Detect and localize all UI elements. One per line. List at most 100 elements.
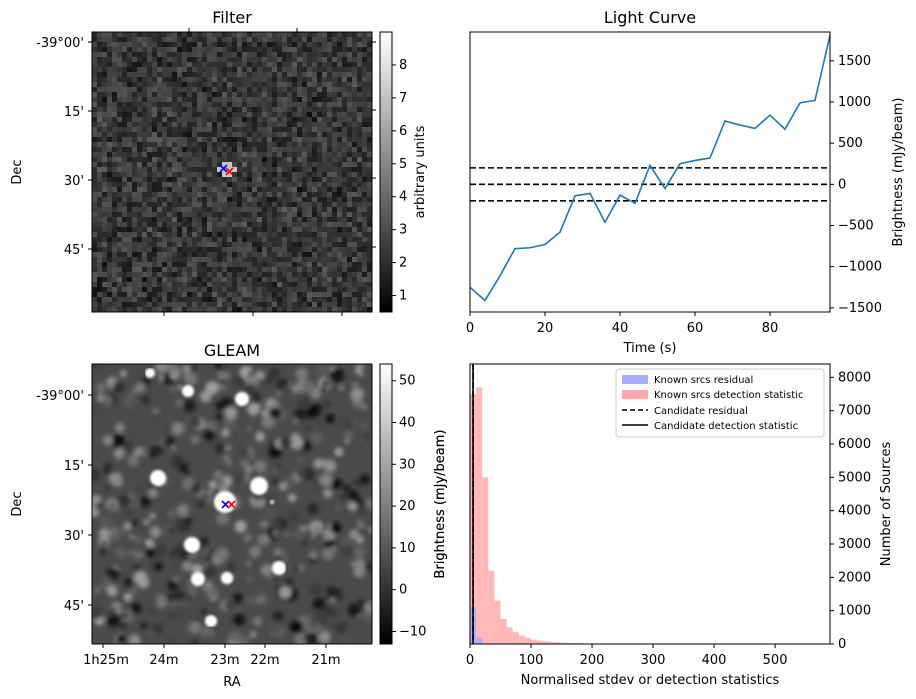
- filter-pixel: [227, 227, 233, 233]
- filter-pixel: [302, 232, 308, 238]
- filter-pixel: [222, 72, 228, 78]
- filter-pixel: [157, 192, 163, 198]
- filter-pixel: [327, 307, 333, 313]
- filter-pixel: [192, 32, 198, 38]
- filter-pixel: [122, 147, 128, 153]
- filter-pixel: [162, 67, 168, 73]
- filter-pixel: [277, 267, 283, 273]
- gleam-noise-blob: [106, 585, 118, 597]
- filter-pixel: [122, 77, 128, 83]
- filter-pixel: [357, 267, 363, 273]
- filter-pixel: [362, 167, 368, 173]
- filter-pixel: [282, 182, 288, 188]
- filter-pixel: [97, 302, 103, 308]
- filter-pixel: [207, 177, 213, 183]
- filter-pixel: [367, 172, 373, 178]
- filter-pixel: [162, 107, 168, 113]
- gleam-noise-blob: [240, 458, 251, 469]
- filter-pixel: [267, 97, 273, 103]
- filter-pixel: [112, 262, 118, 268]
- filter-pixel: [212, 107, 218, 113]
- filter-pixel: [302, 242, 308, 248]
- filter-pixel: [202, 287, 208, 293]
- filter-pixel: [297, 217, 303, 223]
- filter-pixel: [287, 277, 293, 283]
- filter-pixel: [282, 207, 288, 213]
- filter-pixel: [147, 227, 153, 233]
- filter-pixel: [327, 67, 333, 73]
- filter-pixel: [302, 172, 308, 178]
- filter-pixel: [317, 242, 323, 248]
- filter-pixel: [132, 97, 138, 103]
- filter-pixel: [217, 262, 223, 268]
- filter-pixel: [182, 147, 188, 153]
- filter-pixel: [272, 282, 278, 288]
- gleam-noise-blob: [175, 607, 187, 619]
- filter-pixel: [122, 197, 128, 203]
- gleam-noise-blob: [152, 614, 160, 622]
- filter-pixel: [202, 102, 208, 108]
- filter-pixel: [342, 292, 348, 298]
- filter-pixel: [342, 47, 348, 53]
- filter-pixel: [172, 282, 178, 288]
- filter-pixel: [267, 282, 273, 288]
- filter-pixel: [252, 192, 258, 198]
- filter-pixel: [332, 77, 338, 83]
- filter-pixel: [317, 152, 323, 158]
- filter-pixel: [197, 262, 203, 268]
- filter-pixel: [337, 167, 343, 173]
- filter-pixel: [187, 102, 193, 108]
- filter-pixel: [342, 147, 348, 153]
- filter-pixel: [132, 157, 138, 163]
- filter-pixel: [147, 42, 153, 48]
- filter-pixel: [367, 67, 373, 73]
- filter-pixel: [182, 307, 188, 313]
- gleam-noise-blob: [224, 406, 238, 420]
- filter-pixel: [257, 197, 263, 203]
- gleam-noise-blob: [119, 370, 127, 378]
- filter-pixel: [107, 112, 113, 118]
- filter-pixel: [162, 97, 168, 103]
- filter-pixel: [132, 182, 138, 188]
- filter-pixel: [342, 307, 348, 313]
- gleam-noise-blob: [280, 490, 288, 498]
- gleam-noise-blob: [222, 454, 231, 463]
- gleam-noise-blob: [309, 550, 318, 560]
- gleam-title: GLEAM: [204, 341, 260, 360]
- filter-pixel: [297, 102, 303, 108]
- filter-pixel: [97, 222, 103, 228]
- filter-pixel: [247, 97, 253, 103]
- filter-pixel: [362, 112, 368, 118]
- filter-ytick-label: 30': [64, 174, 84, 189]
- filter-pixel: [367, 122, 373, 128]
- histogram-bar: [524, 638, 532, 644]
- filter-pixel: [197, 92, 203, 98]
- filter-pixel: [277, 197, 283, 203]
- filter-pixel: [97, 167, 103, 173]
- filter-pixel: [292, 82, 298, 88]
- filter-pixel: [152, 117, 158, 123]
- filter-pixel: [212, 137, 218, 143]
- filter-pixel: [242, 292, 248, 298]
- filter-pixel: [297, 182, 303, 188]
- filter-pixel: [232, 122, 238, 128]
- filter-pixel: [202, 132, 208, 138]
- gleam-noise-blob: [300, 440, 312, 452]
- gleam-noise-blob: [264, 507, 276, 519]
- filter-pixel: [252, 197, 258, 203]
- filter-pixel: [187, 192, 193, 198]
- filter-pixel: [237, 112, 243, 118]
- filter-pixel: [182, 107, 188, 113]
- filter-pixel: [252, 257, 258, 263]
- filter-pixel: [257, 62, 263, 68]
- gleam-noise-blob: [169, 369, 181, 380]
- filter-pixel: [342, 142, 348, 148]
- filter-pixel: [227, 167, 233, 173]
- gleam-noise-blob: [129, 586, 139, 596]
- filter-pixel: [357, 307, 363, 313]
- gleam-noise-blob: [350, 387, 364, 402]
- filter-pixel: [317, 72, 323, 78]
- gleam-noise-blob: [128, 398, 135, 405]
- filter-pixel: [202, 257, 208, 263]
- filter-pixel: [142, 192, 148, 198]
